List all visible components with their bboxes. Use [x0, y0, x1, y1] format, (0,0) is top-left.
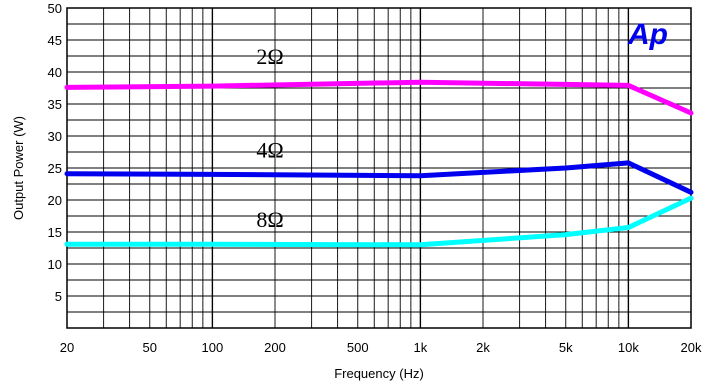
y-tick-label: 35: [48, 97, 62, 112]
series-lines: [64, 79, 694, 248]
y-tick-label: 20: [48, 193, 62, 208]
x-tick-label: 1k: [414, 340, 428, 355]
series-label: 2Ω: [256, 44, 283, 69]
y-tick-label: 15: [48, 225, 62, 240]
series-label: 4Ω: [256, 138, 283, 163]
x-tick-label: 20: [60, 340, 74, 355]
x-tick-labels: 20 50 100 200 500 1k 2k 5k 10k 20k: [60, 340, 702, 355]
y-tick-label: 45: [48, 33, 62, 48]
ap-logo: Ap: [627, 18, 668, 51]
y-tick-label: 40: [48, 65, 62, 80]
x-tick-label: 2k: [476, 340, 490, 355]
y-tick-label: 10: [48, 257, 62, 272]
series-line-4ohm: [64, 160, 694, 195]
series-line-8ohm: [64, 195, 694, 248]
y-axis-title: Output Power (W): [11, 116, 26, 220]
x-tick-label: 200: [264, 340, 286, 355]
x-tick-label: 20k: [681, 340, 702, 355]
series-label: 8Ω: [256, 207, 283, 232]
x-tick-label: 5k: [559, 340, 573, 355]
y-tick-label: 50: [48, 1, 62, 16]
y-tick-label: 5: [55, 289, 62, 304]
y-tick-labels: 5 10 15 20 25 30 35 40 45 50: [48, 1, 62, 304]
y-gridlines: [67, 23, 691, 313]
x-tick-label: 100: [202, 340, 224, 355]
x-axis-title: Frequency (Hz): [334, 366, 424, 381]
y-tick-label: 25: [48, 161, 62, 176]
series-labels: 2Ω 4Ω 8Ω: [256, 44, 283, 232]
x-tick-label: 10k: [618, 340, 639, 355]
x-tick-label: 500: [347, 340, 369, 355]
x-tick-label: 50: [143, 340, 157, 355]
series-line-2ohm: [64, 79, 694, 116]
y-tick-label: 30: [48, 129, 62, 144]
